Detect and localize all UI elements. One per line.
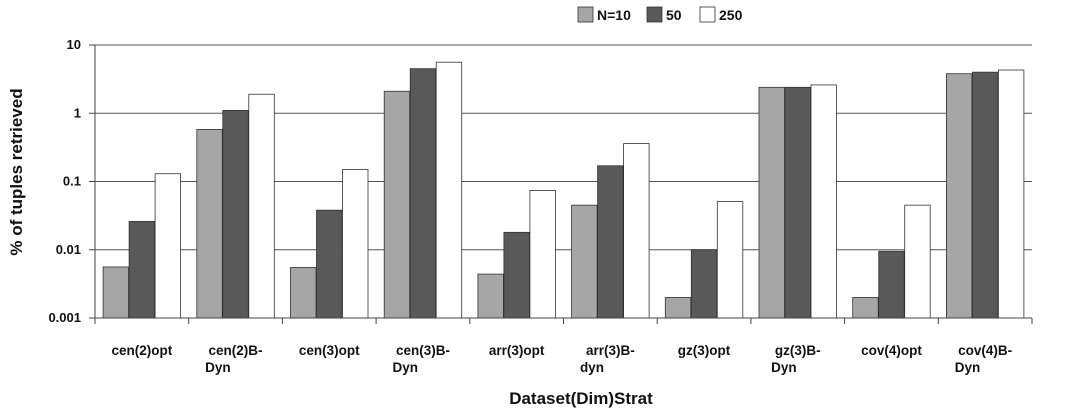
bars	[102, 61, 1025, 319]
bar	[342, 169, 369, 319]
y-tick-label: 1	[74, 105, 81, 120]
legend-label: 50	[666, 7, 682, 23]
legend-swatch	[646, 6, 663, 23]
bar	[290, 267, 317, 319]
bar	[529, 190, 556, 319]
y-axis-ticks: 0.001 0.01 0.1 1 10	[48, 37, 95, 325]
legend-swatch	[577, 6, 594, 23]
bar	[435, 61, 463, 319]
bar	[664, 297, 692, 319]
x-axis-categories: cen(2)opt cen(2)B- Dyn cen(3)opt cen(3)B- Dyn…	[94, 318, 1033, 375]
bar	[852, 297, 879, 319]
legend: N=10 50 250	[577, 6, 743, 23]
category-label: cov(4)B-	[958, 343, 1012, 358]
y-axis-title: % of tuples retrieved	[7, 88, 26, 255]
legend-label: 250	[719, 7, 743, 23]
bar	[690, 249, 718, 319]
bar	[248, 93, 275, 319]
bar	[154, 173, 182, 319]
category-label: cov(4)opt	[861, 343, 922, 358]
legend-swatch	[699, 6, 716, 23]
category-label: Dyn	[205, 360, 231, 375]
bar	[597, 165, 624, 319]
bar	[904, 204, 931, 319]
category-label: dyn	[580, 360, 604, 375]
category-label: gz(3)opt	[678, 343, 731, 358]
bar	[810, 84, 837, 319]
category-label: Dyn	[771, 360, 797, 375]
bar	[383, 90, 411, 319]
bar	[102, 266, 129, 319]
bar	[972, 71, 999, 319]
bar	[571, 204, 598, 319]
bar	[623, 143, 650, 319]
bar	[784, 86, 811, 319]
bar	[128, 221, 156, 319]
y-tick-label: 0.1	[63, 174, 81, 189]
category-label: cen(2)B-	[209, 343, 263, 358]
legend-label: N=10	[597, 7, 631, 23]
category-label: gz(3)B-	[775, 343, 821, 358]
category-label: Dyn	[393, 360, 419, 375]
bar	[998, 69, 1025, 319]
bar	[196, 128, 223, 319]
x-axis-title: Dataset(Dim)Strat	[509, 389, 653, 408]
bar	[946, 73, 973, 319]
category-label: arr(3)opt	[489, 343, 545, 358]
bar	[477, 273, 504, 319]
category-label: cen(3)opt	[299, 343, 360, 358]
bar	[222, 110, 249, 319]
bar	[878, 250, 905, 319]
bar	[503, 231, 530, 319]
y-tick-label: 0.001	[48, 310, 81, 325]
bar	[409, 68, 437, 319]
bar	[716, 201, 744, 319]
category-label: cen(3)B-	[396, 343, 450, 358]
bar	[316, 209, 343, 319]
y-tick-label: 0.01	[56, 242, 81, 257]
y-tick-label: 10	[67, 37, 81, 52]
bar	[758, 86, 785, 319]
category-label: Dyn	[955, 360, 981, 375]
category-label: arr(3)B-	[586, 343, 635, 358]
category-label: cen(2)opt	[111, 343, 172, 358]
